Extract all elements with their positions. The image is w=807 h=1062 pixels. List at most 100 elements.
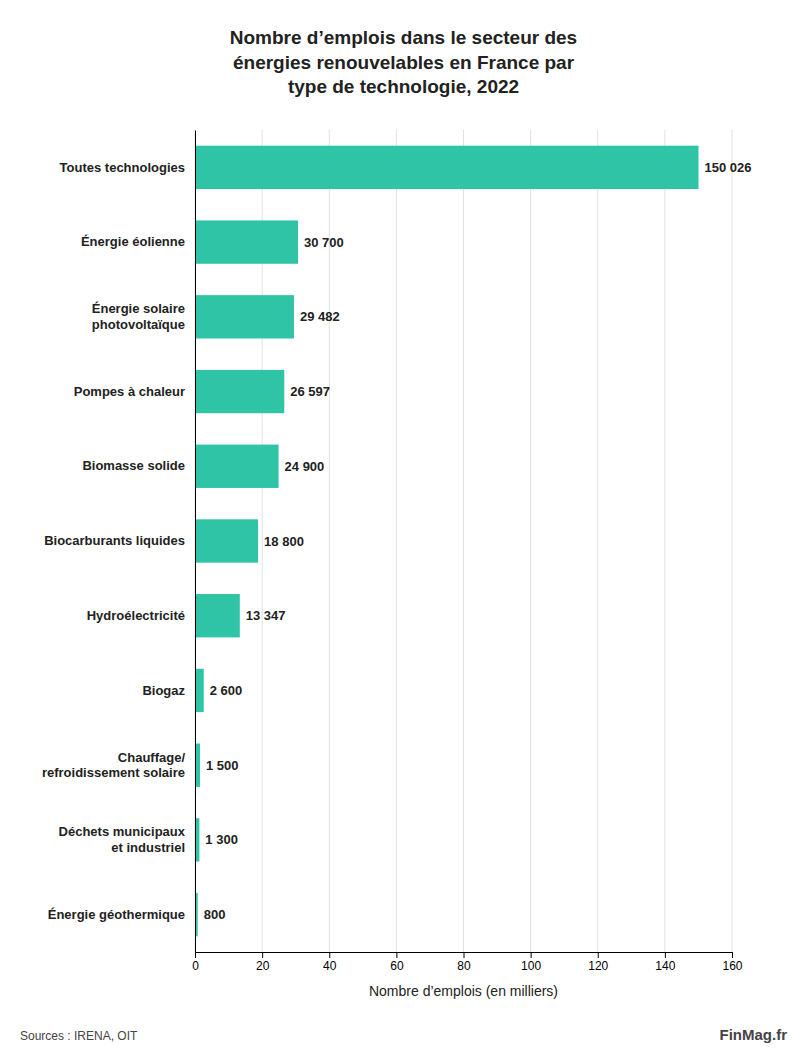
grid-line xyxy=(530,130,531,952)
data-label: 1 500 xyxy=(206,758,239,773)
grid-line xyxy=(195,130,196,952)
y-tick-label: Déchets municipauxet industriel xyxy=(59,824,186,855)
y-tick-label: Hydroélectricité xyxy=(87,608,185,623)
data-label: 24 900 xyxy=(285,459,325,474)
bar xyxy=(195,220,298,263)
text-line: énergies renouvelables en France par xyxy=(233,52,575,73)
text-line: Pompes à chaleur xyxy=(74,384,185,399)
x-tick-label: 160 xyxy=(722,959,742,973)
y-tick-label: Pompes à chaleur xyxy=(74,384,185,399)
text-line: Nombre d’emplois dans le secteur des xyxy=(230,27,577,48)
grid xyxy=(195,130,732,952)
bar xyxy=(195,445,279,488)
x-tick-label: 140 xyxy=(655,959,675,973)
x-tick: 80 xyxy=(457,952,471,973)
data-labels: 150 026 30 700 29 482 26 597 24 900 18 800 13 … xyxy=(204,160,752,922)
y-tick-label: Chauffage/refroidissement solaire xyxy=(42,750,185,781)
text-line: Énergie éolienne xyxy=(81,234,185,249)
text-line: Hydroélectricité xyxy=(87,608,185,623)
grid-line xyxy=(329,130,330,952)
y-tick: Biogaz xyxy=(142,683,185,698)
y-axis: Toutes technologies Énergie éolienne Énerg… xyxy=(42,131,196,953)
data-label: 30 700 xyxy=(304,235,344,250)
x-tick-mark xyxy=(732,952,733,958)
x-tick-label: 0 xyxy=(192,959,199,973)
annotation: FinMag.fr xyxy=(720,1026,788,1043)
text-line: Chauffage/ xyxy=(118,750,186,765)
x-tick-label: 20 xyxy=(256,959,270,973)
y-tick-label: Biogaz xyxy=(142,683,185,698)
y-tick: Énergie géothermique xyxy=(48,907,185,922)
x-tick-mark xyxy=(329,952,330,958)
data-label: 150 026 xyxy=(705,160,752,175)
y-tick: Énergie solairephotovoltaïque xyxy=(92,301,185,332)
text-line: type de technologie, 2022 xyxy=(288,76,519,97)
grid-line xyxy=(463,130,464,952)
x-tick-mark xyxy=(665,952,666,958)
x-tick-mark xyxy=(396,952,397,958)
bar xyxy=(195,669,204,712)
y-tick-label: Biomasse solide xyxy=(82,458,185,473)
data-label: 29 482 xyxy=(300,309,340,324)
grid-line xyxy=(732,130,733,952)
y-axis-line xyxy=(195,131,196,953)
x-tick-label: 100 xyxy=(521,959,541,973)
x-axis-line xyxy=(196,953,733,959)
data-label: 18 800 xyxy=(264,534,304,549)
annotation: Sources : IRENA, OIT xyxy=(20,1029,138,1043)
y-tick: Biocarburants liquides xyxy=(44,533,185,548)
bar xyxy=(195,370,284,413)
x-tick-label: 40 xyxy=(323,959,337,973)
data-label: 13 347 xyxy=(246,608,286,623)
bar xyxy=(195,594,240,637)
grid-line xyxy=(664,130,665,952)
text-line: refroidissement solaire xyxy=(42,765,185,780)
data-label: 26 597 xyxy=(290,384,330,399)
x-tick: 160 xyxy=(722,952,742,973)
title: Nombre d’emplois dans le secteur des éner… xyxy=(230,27,577,97)
y-tick-label: Énergie solairephotovoltaïque xyxy=(92,301,185,332)
x-tick-mark xyxy=(195,952,196,958)
bar xyxy=(195,519,258,562)
x-tick: 60 xyxy=(390,952,404,973)
y-tick-label: Énergie géothermique xyxy=(48,907,185,922)
y-tick: Chauffage/refroidissement solaire xyxy=(42,750,185,781)
x-tick-mark xyxy=(464,952,465,958)
y-tick: Énergie éolienne xyxy=(81,234,185,249)
y-tick: Déchets municipauxet industriel xyxy=(59,824,186,855)
bars xyxy=(195,146,699,937)
x-tick: 0 xyxy=(192,952,199,973)
x-tick: 140 xyxy=(655,952,675,973)
grid-line xyxy=(597,130,598,952)
bar xyxy=(195,295,294,338)
y-tick: Toutes technologies xyxy=(60,160,185,175)
y-tick-label: Biocarburants liquides xyxy=(44,533,185,548)
text-line: Énergie solaire xyxy=(92,301,185,316)
grid-line xyxy=(396,130,397,952)
text-line: Biocarburants liquides xyxy=(44,533,185,548)
y-tick-label: Énergie éolienne xyxy=(81,234,185,249)
bar xyxy=(195,146,699,189)
text-line: et industriel xyxy=(111,840,185,855)
y-tick: Pompes à chaleur xyxy=(74,384,185,399)
chart: Nombre d’emplois dans le secteur des éner… xyxy=(0,0,807,1062)
y-tick: Biomasse solide xyxy=(82,458,185,473)
x-axis-title: Nombre d’emplois (en milliers) xyxy=(369,983,558,999)
text-line: Toutes technologies xyxy=(60,160,185,175)
x-tick-label: 120 xyxy=(588,959,608,973)
x-tick: 20 xyxy=(256,952,270,973)
x-axis: 0 20 40 60 80 100 120 140 160 xyxy=(192,952,743,973)
x-tick-label: 60 xyxy=(390,959,404,973)
text-line: Biogaz xyxy=(142,683,185,698)
text-line: Énergie géothermique xyxy=(48,907,185,922)
y-tick: Hydroélectricité xyxy=(87,608,185,623)
x-tick: 40 xyxy=(323,952,337,973)
x-tick-mark xyxy=(598,952,599,958)
text-line: Biomasse solide xyxy=(82,458,185,473)
data-label: 2 600 xyxy=(210,683,243,698)
text-line: photovoltaïque xyxy=(92,317,185,332)
x-tick-label: 80 xyxy=(457,959,471,973)
x-tick: 120 xyxy=(588,952,608,973)
y-tick-label: Toutes technologies xyxy=(60,160,185,175)
data-label: 800 xyxy=(204,907,226,922)
